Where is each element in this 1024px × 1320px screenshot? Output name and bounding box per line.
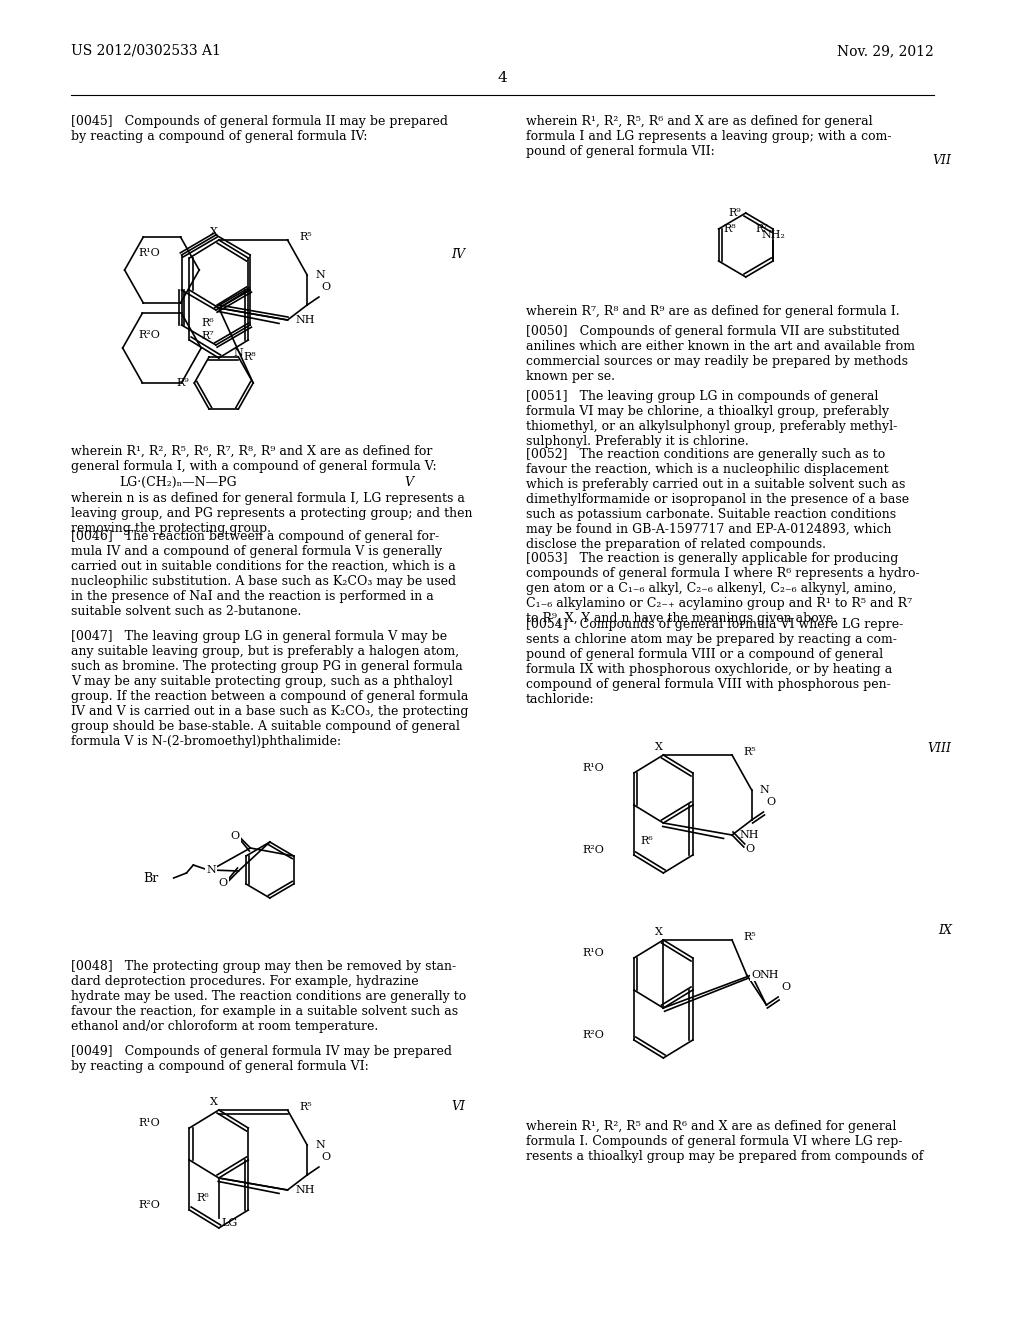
Text: O: O xyxy=(766,797,775,807)
Text: R⁷: R⁷ xyxy=(202,331,214,341)
Text: Br: Br xyxy=(143,871,159,884)
Text: NH: NH xyxy=(295,1185,314,1195)
Text: R⁵: R⁵ xyxy=(743,932,757,942)
Text: VIII: VIII xyxy=(928,742,952,755)
Text: O: O xyxy=(781,982,791,993)
Text: N: N xyxy=(315,271,325,280)
Text: X: X xyxy=(210,227,218,238)
Text: R⁵: R⁵ xyxy=(743,747,757,756)
Text: R²O: R²O xyxy=(583,1030,604,1040)
Text: N: N xyxy=(760,785,769,795)
Text: 4: 4 xyxy=(498,71,507,84)
Text: R⁷: R⁷ xyxy=(756,224,768,234)
Text: [0050]   Compounds of general formula VII are substituted
anilines which are eit: [0050] Compounds of general formula VII … xyxy=(526,325,915,383)
Text: Nov. 29, 2012: Nov. 29, 2012 xyxy=(838,44,934,58)
Text: R⁵: R⁵ xyxy=(299,232,312,242)
Text: R⁹: R⁹ xyxy=(728,209,740,218)
Text: wherein R¹, R², R⁵, R⁶, R⁷, R⁸, R⁹ and X are as defined for
general formula I, w: wherein R¹, R², R⁵, R⁶, R⁷, R⁸, R⁹ and X… xyxy=(71,445,436,473)
Text: R⁸: R⁸ xyxy=(244,352,256,362)
Text: X: X xyxy=(654,742,663,752)
Text: NH: NH xyxy=(760,970,779,979)
Text: IV: IV xyxy=(452,248,465,261)
Text: O: O xyxy=(322,1152,331,1162)
Text: R¹O: R¹O xyxy=(583,948,604,958)
Text: R⁶: R⁶ xyxy=(201,318,214,327)
Text: [0051]   The leaving group LG in compounds of general
formula VI may be chlorine: [0051] The leaving group LG in compounds… xyxy=(526,389,897,447)
Text: LG·(CH₂)ₙ—N—PG: LG·(CH₂)ₙ—N—PG xyxy=(120,477,238,488)
Text: R⁸: R⁸ xyxy=(724,224,736,234)
Text: NH: NH xyxy=(740,830,760,840)
Text: O: O xyxy=(752,970,761,979)
Text: R²O: R²O xyxy=(583,845,604,855)
Text: N: N xyxy=(233,348,244,358)
Text: N: N xyxy=(315,1140,325,1150)
Text: N: N xyxy=(206,865,216,875)
Text: VI: VI xyxy=(452,1100,465,1113)
Text: [0045]   Compounds of general formula II may be prepared
by reacting a compound : [0045] Compounds of general formula II m… xyxy=(71,115,447,143)
Text: O: O xyxy=(322,282,331,292)
Text: wherein R¹, R², R⁵, R⁶ and X are as defined for general
formula I and LG represe: wherein R¹, R², R⁵, R⁶ and X are as defi… xyxy=(526,115,892,158)
Text: LG: LG xyxy=(222,1218,238,1228)
Text: wherein R¹, R², R⁵ and R⁶ and X are as defined for general
formula I. Compounds : wherein R¹, R², R⁵ and R⁶ and X are as d… xyxy=(526,1119,924,1163)
Text: R⁶: R⁶ xyxy=(197,1193,209,1203)
Text: [0054]   Compounds of general formula VI where LG repre-
sents a chlorine atom m: [0054] Compounds of general formula VI w… xyxy=(526,618,903,706)
Text: wherein R⁷, R⁸ and R⁹ are as defined for general formula I.: wherein R⁷, R⁸ and R⁹ are as defined for… xyxy=(526,305,900,318)
Text: R⁶: R⁶ xyxy=(641,836,653,846)
Text: [0046]   The reaction between a compound of general for-
mula IV and a compound : [0046] The reaction between a compound o… xyxy=(71,531,456,618)
Text: [0049]   Compounds of general formula IV may be prepared
by reacting a compound : [0049] Compounds of general formula IV m… xyxy=(71,1045,452,1073)
Text: R¹O: R¹O xyxy=(583,763,604,774)
Text: IX: IX xyxy=(938,924,952,936)
Text: [0048]   The protecting group may then be removed by stan-
dard deprotection pro: [0048] The protecting group may then be … xyxy=(71,960,466,1034)
Text: R⁹: R⁹ xyxy=(177,378,189,388)
Text: US 2012/0302533 A1: US 2012/0302533 A1 xyxy=(71,44,220,58)
Text: R⁵: R⁵ xyxy=(299,1102,312,1111)
Text: X: X xyxy=(654,927,663,937)
Text: V: V xyxy=(404,477,414,488)
Text: R¹O: R¹O xyxy=(138,1118,160,1129)
Text: wherein n is as defined for general formula I, LG represents a
leaving group, an: wherein n is as defined for general form… xyxy=(71,492,472,535)
Text: VII: VII xyxy=(933,153,952,166)
Text: O: O xyxy=(218,878,227,888)
Text: O: O xyxy=(745,843,755,854)
Text: [0052]   The reaction conditions are generally such as to
favour the reaction, w: [0052] The reaction conditions are gener… xyxy=(526,447,909,550)
Text: NH₂: NH₂ xyxy=(761,230,785,240)
Text: R²O: R²O xyxy=(138,330,160,341)
Text: X: X xyxy=(210,1097,218,1107)
Text: O: O xyxy=(230,832,240,841)
Text: NH: NH xyxy=(295,315,314,325)
Text: R²O: R²O xyxy=(138,1200,160,1210)
Text: R¹O: R¹O xyxy=(138,248,160,257)
Text: [0053]   The reaction is generally applicable for producing
compounds of general: [0053] The reaction is generally applica… xyxy=(526,552,920,624)
Text: [0047]   The leaving group LG in general formula V may be
any suitable leaving g: [0047] The leaving group LG in general f… xyxy=(71,630,468,748)
